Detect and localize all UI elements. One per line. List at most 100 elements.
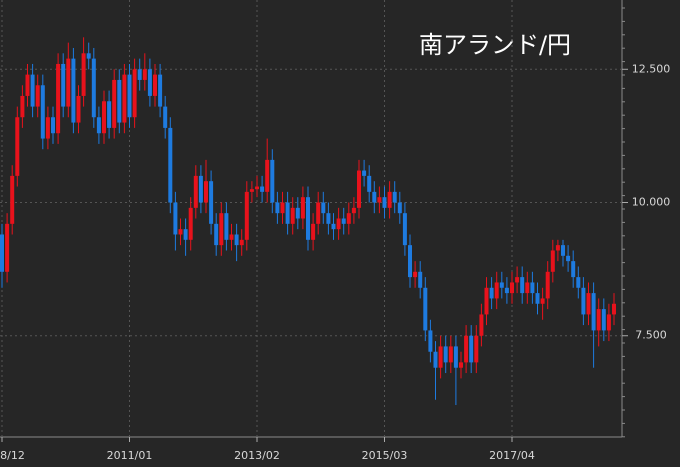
- candle-body: [438, 346, 443, 368]
- candle-body: [331, 223, 336, 230]
- candle-body: [198, 175, 203, 203]
- candle-body: [30, 74, 35, 107]
- candle-body: [91, 58, 96, 118]
- candle-body: [408, 245, 412, 278]
- candle-body: [499, 282, 504, 288]
- candle-body: [96, 117, 101, 134]
- candle-body: [255, 186, 259, 190]
- candle-body: [229, 234, 234, 240]
- candle-body: [469, 335, 474, 363]
- candle-body: [132, 69, 137, 118]
- candle-body: [5, 223, 10, 272]
- candle-body: [504, 287, 509, 294]
- candle-body: [76, 95, 81, 123]
- candle-body: [45, 117, 50, 139]
- candle-body: [571, 261, 576, 278]
- x-tick-label: 2011/01: [107, 449, 153, 462]
- candle-body: [362, 170, 367, 176]
- candle-body: [224, 213, 229, 240]
- candle-body: [316, 202, 321, 224]
- x-tick-label: 2013/02: [234, 449, 280, 462]
- candle-body: [612, 303, 616, 315]
- candle-body: [367, 175, 372, 192]
- candle-body: [382, 197, 387, 208]
- candle-body: [71, 58, 76, 123]
- candle-body: [249, 189, 254, 192]
- candle-body: [581, 287, 586, 315]
- candle-body: [163, 106, 168, 128]
- candle-body: [489, 287, 494, 299]
- candle-body: [51, 117, 55, 134]
- candle-body: [81, 53, 86, 96]
- candle-body: [423, 287, 428, 331]
- candle-body: [147, 69, 152, 96]
- candle-body: [127, 74, 132, 118]
- candle-body: [275, 202, 280, 214]
- candle-body: [525, 282, 530, 294]
- candle-body: [56, 63, 61, 134]
- candle-body: [459, 362, 463, 368]
- candle-body: [402, 213, 407, 246]
- candle-body: [214, 223, 219, 246]
- candle-body: [239, 239, 244, 246]
- candle-body: [102, 101, 106, 134]
- candle-body: [280, 202, 285, 214]
- candle-body: [142, 69, 147, 80]
- candle-body: [112, 79, 117, 128]
- candle-body: [158, 74, 163, 107]
- candle-body: [117, 79, 122, 123]
- candle-body: [219, 213, 224, 246]
- candle-body: [387, 191, 392, 208]
- candle-body: [448, 346, 453, 363]
- candle-body: [66, 58, 71, 107]
- candle-body: [555, 245, 560, 251]
- candle-body: [418, 271, 423, 288]
- candle-body: [204, 181, 208, 203]
- candle-body: [453, 346, 458, 368]
- candle-body: [300, 197, 305, 219]
- candle-body: [341, 218, 346, 224]
- candle-body: [20, 95, 25, 118]
- candle-body: [137, 69, 142, 80]
- candle-body: [535, 293, 540, 304]
- candle-body: [464, 335, 469, 363]
- x-tick-label: 2015/03: [362, 449, 408, 462]
- candle-body: [515, 277, 520, 283]
- candle-body: [377, 197, 382, 203]
- candle-body: [586, 293, 591, 315]
- candle-body: [25, 74, 30, 96]
- chart-title: 南アランド/円: [419, 31, 571, 59]
- candle-body: [15, 117, 20, 176]
- candle-body: [540, 298, 545, 304]
- candle-body: [566, 255, 571, 262]
- candle-body: [234, 234, 239, 246]
- candle-body: [545, 271, 550, 299]
- candle-body: [168, 127, 173, 203]
- candle-body: [413, 271, 418, 278]
- candle-body: [606, 314, 611, 331]
- candle-body: [550, 250, 555, 272]
- candle-body: [260, 186, 265, 192]
- candle-body: [484, 287, 489, 315]
- candle-body: [372, 191, 377, 203]
- candle-body: [601, 309, 606, 331]
- candle-body: [336, 218, 341, 230]
- x-tick-label: 2017/04: [489, 449, 535, 462]
- candle-body: [321, 202, 326, 214]
- candle-body: [0, 234, 4, 272]
- y-tick-label: 12.500: [632, 62, 671, 75]
- candle-body: [295, 207, 300, 219]
- candle-body: [10, 175, 15, 224]
- candle-body: [479, 314, 484, 336]
- y-tick-label: 7.500: [635, 329, 667, 342]
- candle-body: [357, 170, 361, 208]
- x-tick-label: 2008/12: [0, 449, 25, 462]
- candle-body: [265, 159, 270, 192]
- candle-body: [494, 282, 499, 299]
- candle-body: [61, 63, 66, 107]
- candle-body: [474, 335, 479, 363]
- candle-body: [346, 213, 351, 224]
- candle-body: [591, 293, 596, 331]
